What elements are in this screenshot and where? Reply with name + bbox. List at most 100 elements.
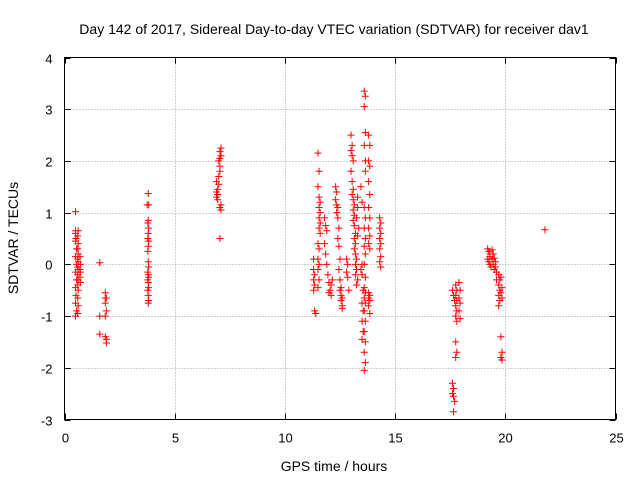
- axis-ticks: [64, 57, 617, 421]
- data-point: [497, 333, 505, 341]
- x-axis-label: GPS time / hours: [281, 458, 388, 474]
- data-point: [365, 224, 373, 232]
- data-point: [360, 103, 368, 111]
- data-point: [315, 224, 323, 232]
- x-tick-label: 15: [388, 431, 402, 446]
- data-point: [314, 255, 322, 263]
- data-point: [321, 214, 329, 222]
- data-point: [321, 240, 329, 248]
- data-point: [214, 196, 222, 204]
- data-point: [315, 260, 323, 268]
- data-point: [337, 297, 345, 305]
- data-point: [314, 183, 322, 191]
- data-point: [455, 278, 463, 286]
- data-point: [310, 286, 318, 294]
- data-point: [450, 408, 458, 416]
- grid-lines: [64, 57, 616, 420]
- data-point: [314, 266, 322, 274]
- data-point: [144, 247, 152, 255]
- data-point: [495, 302, 503, 310]
- data-point: [354, 276, 362, 284]
- data-point: [351, 271, 359, 279]
- data-point: [145, 263, 153, 271]
- data-point: [351, 260, 359, 268]
- data-point: [216, 148, 224, 156]
- data-point: [489, 250, 497, 258]
- data-point: [102, 294, 110, 302]
- data-point: [361, 273, 369, 281]
- y-tick-label: -2: [41, 362, 53, 377]
- data-point: [348, 141, 356, 149]
- data-point: [354, 193, 362, 201]
- data-point: [452, 312, 460, 320]
- y-tick-label: 1: [45, 207, 52, 222]
- data-point: [335, 242, 343, 250]
- data-point: [215, 180, 223, 188]
- data-point: [490, 254, 498, 262]
- data-point: [145, 201, 153, 209]
- data-point: [96, 330, 104, 338]
- data-point: [365, 131, 373, 139]
- y-tick-label: 0: [45, 258, 52, 273]
- chart-title: Day 142 of 2017, Sidereal Day-to-day VTE…: [79, 21, 589, 37]
- data-point: [349, 157, 357, 165]
- data-point: [366, 309, 374, 317]
- data-point: [345, 286, 353, 294]
- data-point: [498, 284, 506, 292]
- data-point: [315, 245, 323, 253]
- data-point: [102, 307, 110, 315]
- data-point: [315, 167, 323, 175]
- data-point: [311, 271, 319, 279]
- data-point: [377, 263, 385, 271]
- y-tick-labels: -3 -2 -1 0 1 2 3 4: [41, 52, 53, 429]
- data-point: [498, 294, 506, 302]
- data-point: [360, 260, 368, 268]
- data-point: [450, 384, 458, 392]
- data-point: [349, 206, 357, 214]
- data-point: [366, 297, 374, 305]
- data-point: [450, 392, 458, 400]
- data-point: [101, 312, 109, 320]
- data-point: [348, 178, 356, 186]
- data-point: [366, 232, 374, 240]
- data-point: [498, 356, 506, 364]
- data-point: [361, 250, 369, 258]
- data-point: [354, 203, 362, 211]
- y-tick-label: -3: [41, 414, 53, 429]
- data-point: [357, 266, 365, 274]
- data-point: [366, 162, 374, 170]
- data-point: [334, 214, 342, 222]
- data-points: [72, 87, 549, 416]
- data-point: [144, 219, 152, 227]
- data-point: [216, 235, 224, 242]
- data-point: [314, 149, 322, 157]
- data-point: [312, 309, 320, 317]
- data-point: [332, 196, 340, 204]
- data-point: [365, 240, 373, 248]
- data-point: [360, 348, 368, 356]
- data-point: [497, 289, 505, 297]
- data-point: [96, 259, 104, 267]
- data-point: [322, 250, 330, 258]
- data-point: [324, 271, 332, 279]
- data-point: [322, 222, 330, 230]
- data-point: [376, 214, 384, 222]
- data-point: [216, 162, 224, 170]
- data-point: [377, 219, 385, 227]
- data-point: [353, 255, 361, 263]
- data-point: [338, 304, 346, 312]
- data-point: [349, 185, 357, 193]
- y-axis-label: SDTVAR / TECUs: [5, 182, 21, 294]
- data-point: [347, 147, 355, 155]
- data-point: [144, 190, 152, 198]
- data-point: [361, 338, 369, 346]
- data-point: [327, 291, 335, 299]
- data-point: [332, 183, 340, 191]
- data-point: [360, 242, 368, 250]
- data-point: [72, 208, 80, 216]
- data-point: [217, 152, 225, 160]
- data-point: [74, 286, 82, 294]
- data-point: [361, 167, 369, 175]
- data-point: [361, 359, 369, 367]
- data-point: [334, 235, 342, 242]
